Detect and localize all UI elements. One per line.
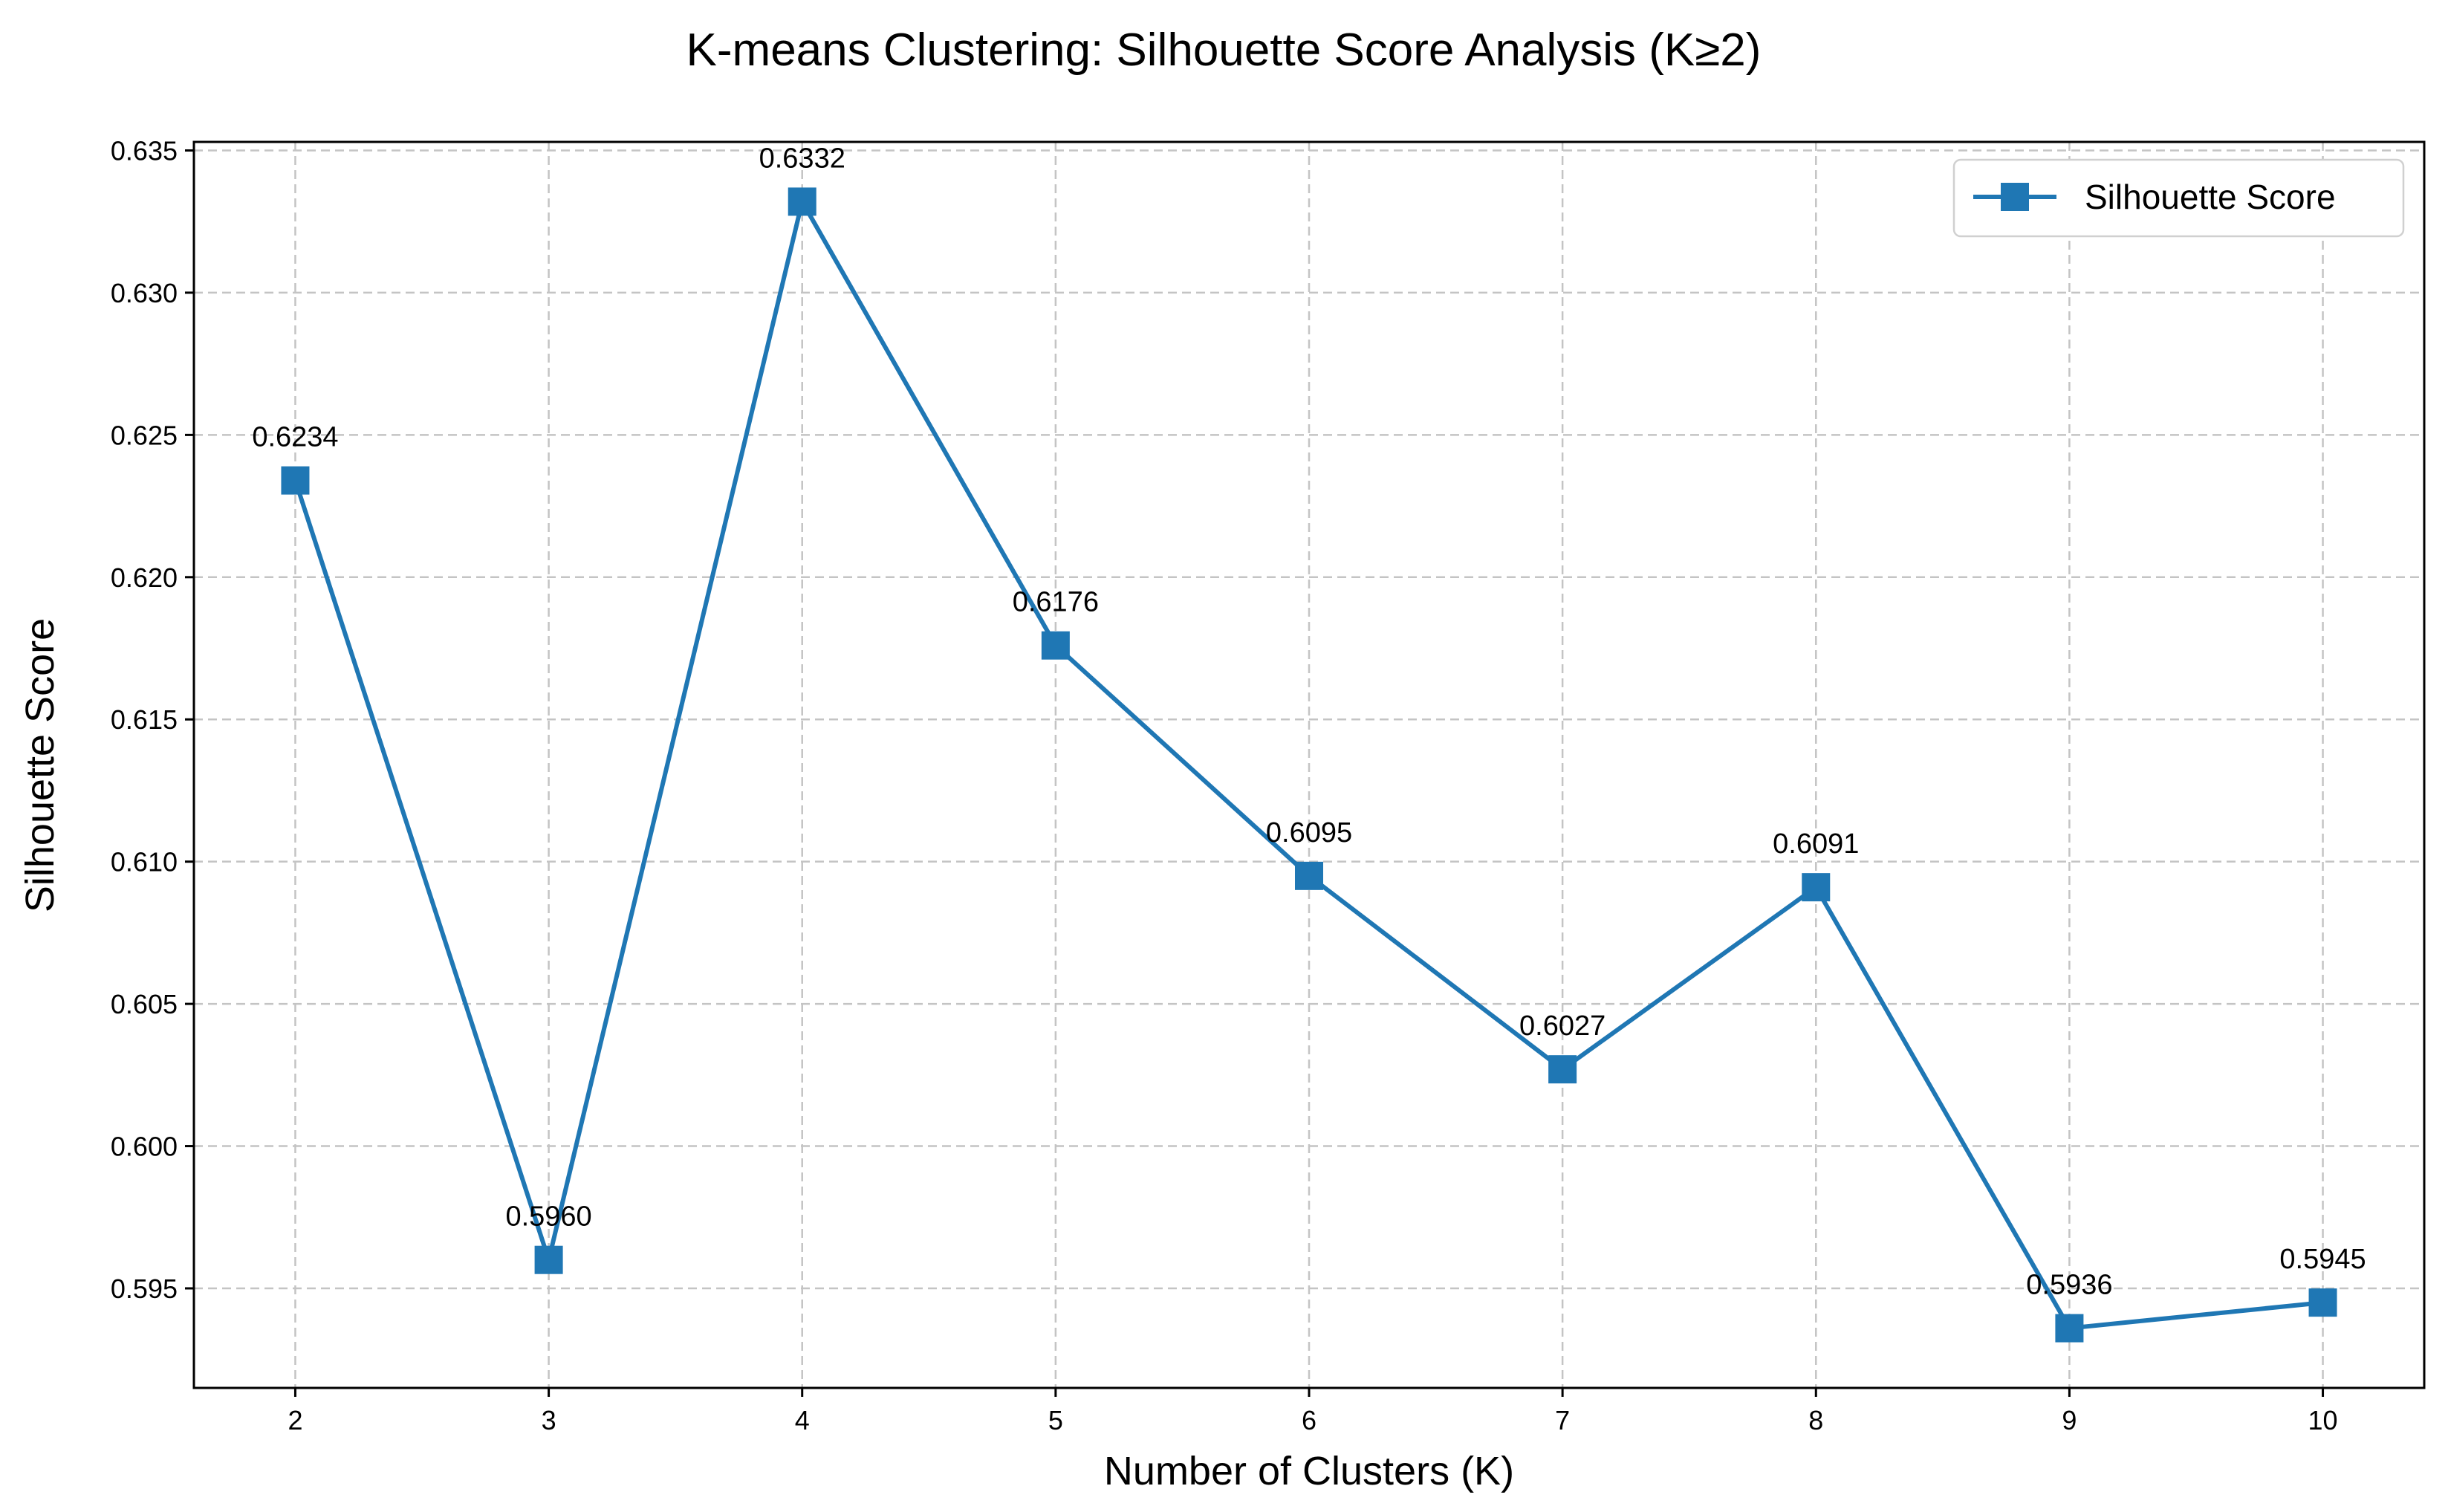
y-tick-label: 0.610 — [111, 847, 178, 877]
data-point-label: 0.6091 — [1773, 828, 1859, 860]
tick-labels: 2 3 4 5 6 7 8 9 10 0.595 0.600 0.605 0.610 0.615 0.620… — [111, 135, 2338, 1435]
x-tick-label: 2 — [288, 1405, 302, 1435]
y-tick-label: 0.620 — [111, 562, 178, 593]
legend-label: Silhouette Score — [2085, 178, 2336, 216]
data-point-marker — [281, 466, 310, 495]
data-point-marker — [2055, 1314, 2084, 1343]
x-tick-label: 9 — [2062, 1405, 2077, 1435]
x-tick-label: 6 — [1302, 1405, 1316, 1435]
y-tick-label: 0.600 — [111, 1132, 178, 1162]
data-point-label: 0.6095 — [1266, 817, 1352, 849]
chart-title: K-means Clustering: Silhouette Score Ana… — [686, 25, 1762, 76]
data-point-label: 0.5960 — [505, 1201, 591, 1233]
legend-box — [1952, 158, 2405, 238]
data-point-marker — [2308, 1288, 2337, 1317]
y-tick-label: 0.635 — [111, 135, 178, 166]
data-point-label: 0.5945 — [2279, 1244, 2366, 1275]
data-point-label: 0.5936 — [2026, 1270, 2112, 1301]
y-tick-label: 0.630 — [111, 278, 178, 308]
x-tick-label: 4 — [795, 1405, 810, 1435]
data-point-label: 0.6027 — [1519, 1010, 1606, 1042]
series-layer — [281, 187, 2337, 1343]
grid-lines — [194, 142, 2424, 1388]
data-labels: 0.6234 0.5960 0.6332 0.6176 0.6095 0.6027 0.60… — [252, 143, 2366, 1300]
x-axis-title: Number of Clusters (K) — [1104, 1449, 1514, 1493]
data-point-label: 0.6332 — [759, 143, 845, 174]
data-point-marker — [788, 187, 816, 216]
y-tick-label: 0.595 — [111, 1273, 178, 1304]
x-tick-label: 3 — [542, 1405, 556, 1435]
y-tick-label: 0.615 — [111, 704, 178, 735]
y-axis-title: Silhouette Score — [18, 618, 62, 912]
x-tick-label: 10 — [2308, 1405, 2338, 1435]
data-point-marker — [1548, 1055, 1577, 1084]
y-tick-label: 0.625 — [111, 420, 178, 450]
data-point-label: 0.6176 — [1013, 587, 1099, 618]
data-point-marker — [534, 1245, 563, 1274]
axes — [185, 140, 2426, 1397]
legend-marker-swatch — [2001, 183, 2029, 211]
data-point-marker — [1295, 861, 1323, 890]
x-tick-label: 5 — [1048, 1405, 1063, 1435]
legend: Silhouette Score — [1952, 158, 2405, 238]
data-point-label: 0.6234 — [252, 422, 338, 453]
x-tick-label: 8 — [1808, 1405, 1823, 1435]
x-tick-label: 7 — [1555, 1405, 1570, 1435]
y-tick-label: 0.605 — [111, 989, 178, 1019]
data-point-marker — [1802, 873, 1831, 902]
data-point-marker — [1041, 631, 1070, 660]
